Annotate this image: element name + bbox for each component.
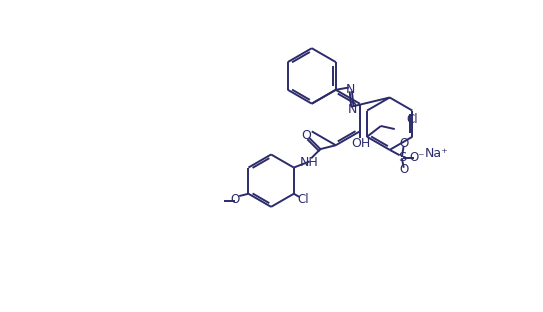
Text: O: O	[231, 193, 240, 206]
Text: OH: OH	[352, 137, 371, 150]
Text: O: O	[400, 163, 409, 176]
Text: S: S	[398, 151, 406, 164]
Text: O⁻: O⁻	[409, 151, 425, 164]
Text: N: N	[348, 103, 357, 115]
Text: Cl: Cl	[297, 193, 309, 207]
Text: Cl: Cl	[407, 113, 418, 126]
Text: O: O	[400, 137, 409, 150]
Text: O: O	[301, 129, 312, 142]
Text: Na⁺: Na⁺	[425, 147, 449, 160]
Text: NH: NH	[299, 156, 318, 169]
Text: N: N	[346, 83, 355, 95]
